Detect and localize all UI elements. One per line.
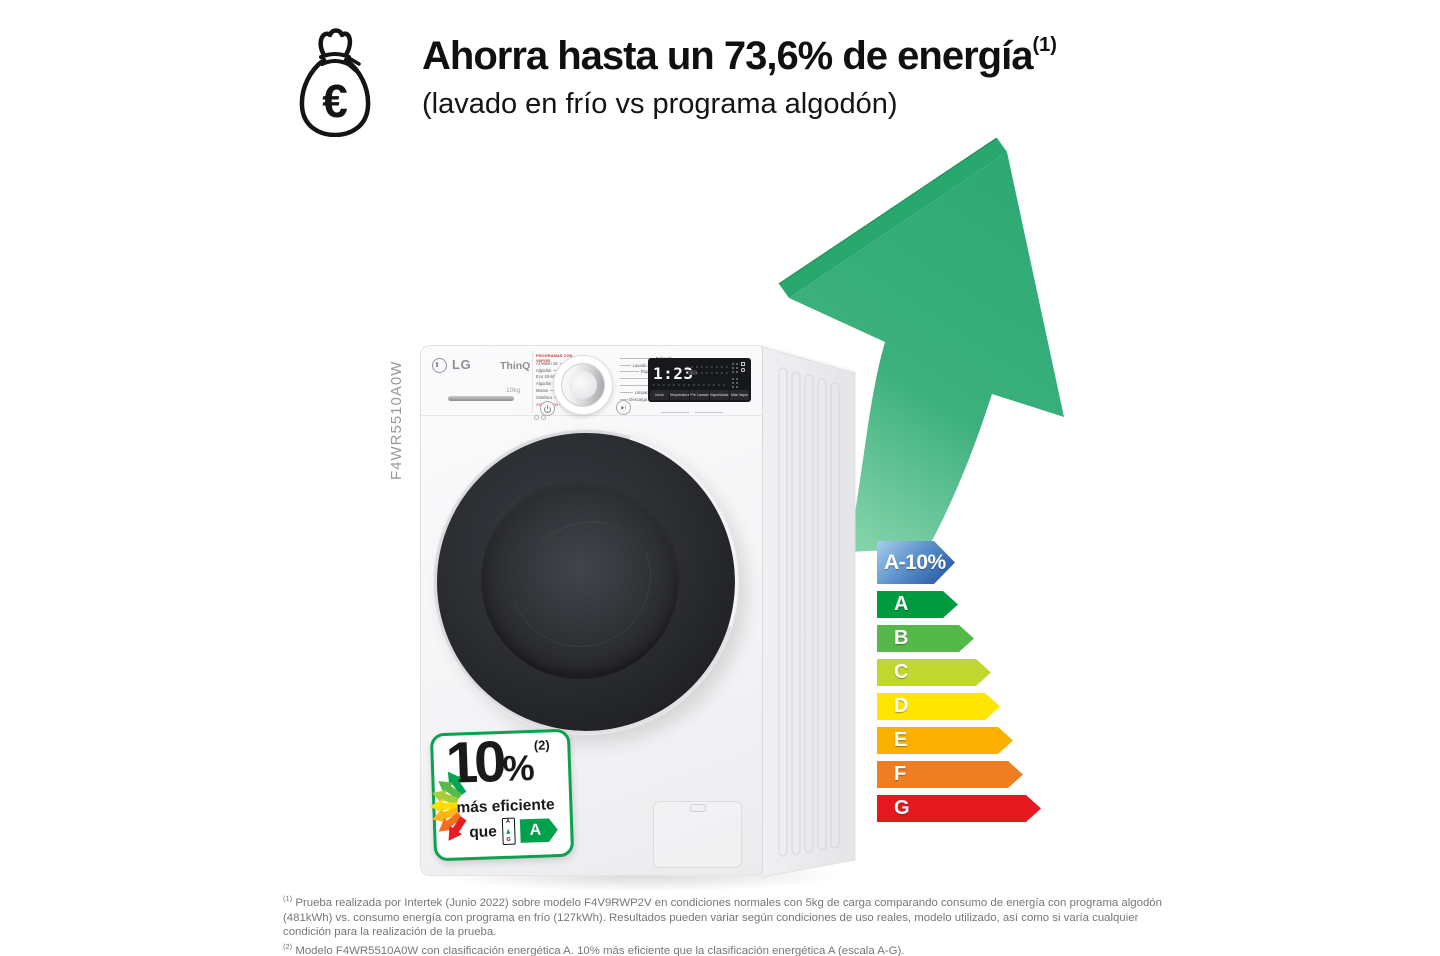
display-button-row: Inicio Temperatura Pre Lavado Vapor/Aclar. M… [650,390,749,400]
badge-footnote-marker: (2) [533,737,550,753]
dial-knob [561,363,605,407]
fan-arrow [432,789,459,805]
display-button: Temperatura [670,390,689,400]
display-text-row [686,372,728,375]
machine-front-panel: LG ThinQ 10kg PROGRAMAS CON VAPOR AI Was… [420,345,763,876]
drawer-divider [532,351,533,413]
energy-bar-A-10%: A-10% [877,541,955,584]
fan-arrow [430,798,458,814]
option-led-grid [731,362,739,373]
display-time: 1:23 [653,364,694,383]
money-bag-euro-icon: € [299,28,371,137]
model-number-label: F4WR5510A0W [388,360,405,480]
energy-bar-E: E [877,727,1013,754]
display-text-row [686,366,728,369]
option-led-grid [731,377,739,388]
page-title: Ahorra hasta un 73,6% de energía(1) [422,34,1057,78]
euro-symbol: € [322,75,348,127]
display-text-row [653,384,728,387]
display-button: Inicio [650,390,669,400]
panel-bracket-mark [661,412,689,413]
display-button: Más Vapor [730,390,749,400]
fan-arrow [448,816,467,841]
capacity-label: 10kg [506,387,521,394]
option-icon [541,415,546,420]
energy-bar-C: C [877,659,991,686]
thinq-label: ThinQ [500,360,531,372]
service-flap-handle [690,804,706,812]
footnote-2: (2) Modelo F4WR5510A0W con clasificación… [283,942,905,956]
lg-logo-icon [432,358,447,373]
mini-energy-label-icon: A G [501,817,516,846]
program-list-header: PROGRAMAS CON VAPOR [536,353,573,363]
mini-arrow-icon [506,828,511,834]
growth-arrow [778,138,1064,552]
machine-side-panel [761,344,856,878]
energy-bar-B: B [877,625,974,652]
energy-bar-G: G [877,795,1041,822]
led-display: 1:23 Inicio Temperatura Pre Lavado Vapor/Ac… [648,358,751,402]
energy-bar-A: A [877,591,958,618]
detergent-drawer-handle [448,396,514,401]
fan-arrow [438,812,463,832]
brand-label: LG [452,357,472,372]
energy-class-tag: A [519,818,558,843]
program-dial [553,355,613,415]
energy-bar-F: F [877,761,1023,788]
start-pause-button: ▶| [616,400,631,415]
energy-arrow-fan-icon [430,771,467,841]
display-button: Pre Lavado [690,390,709,400]
display-indicator [688,370,697,375]
display-button: Vapor/Aclar. [710,390,729,400]
energy-rating-ladder: A-10% A B C D E F G [877,541,1057,826]
control-panel-divider [421,415,762,416]
page-subtitle: (lavado en frío vs programa algodón) [422,88,898,120]
washer-door [434,430,738,734]
service-flap [653,801,742,868]
title-footnote-marker: (1) [1032,34,1057,56]
steam-icon [534,415,539,420]
footnotes: (1) Prueba realizada por Intertek (Junio… [283,892,1165,956]
power-button [540,401,555,416]
energy-bar-D: D [877,693,1000,720]
lock-icon [741,368,745,372]
footnote-1: (1) Prueba realizada por Intertek (Junio… [283,894,1162,939]
fan-arrow [432,807,459,823]
fan-arrow [438,781,463,800]
wifi-icon [741,362,745,366]
fan-arrow [447,771,467,796]
panel-bracket-mark [695,412,723,413]
door-glass [481,481,679,679]
